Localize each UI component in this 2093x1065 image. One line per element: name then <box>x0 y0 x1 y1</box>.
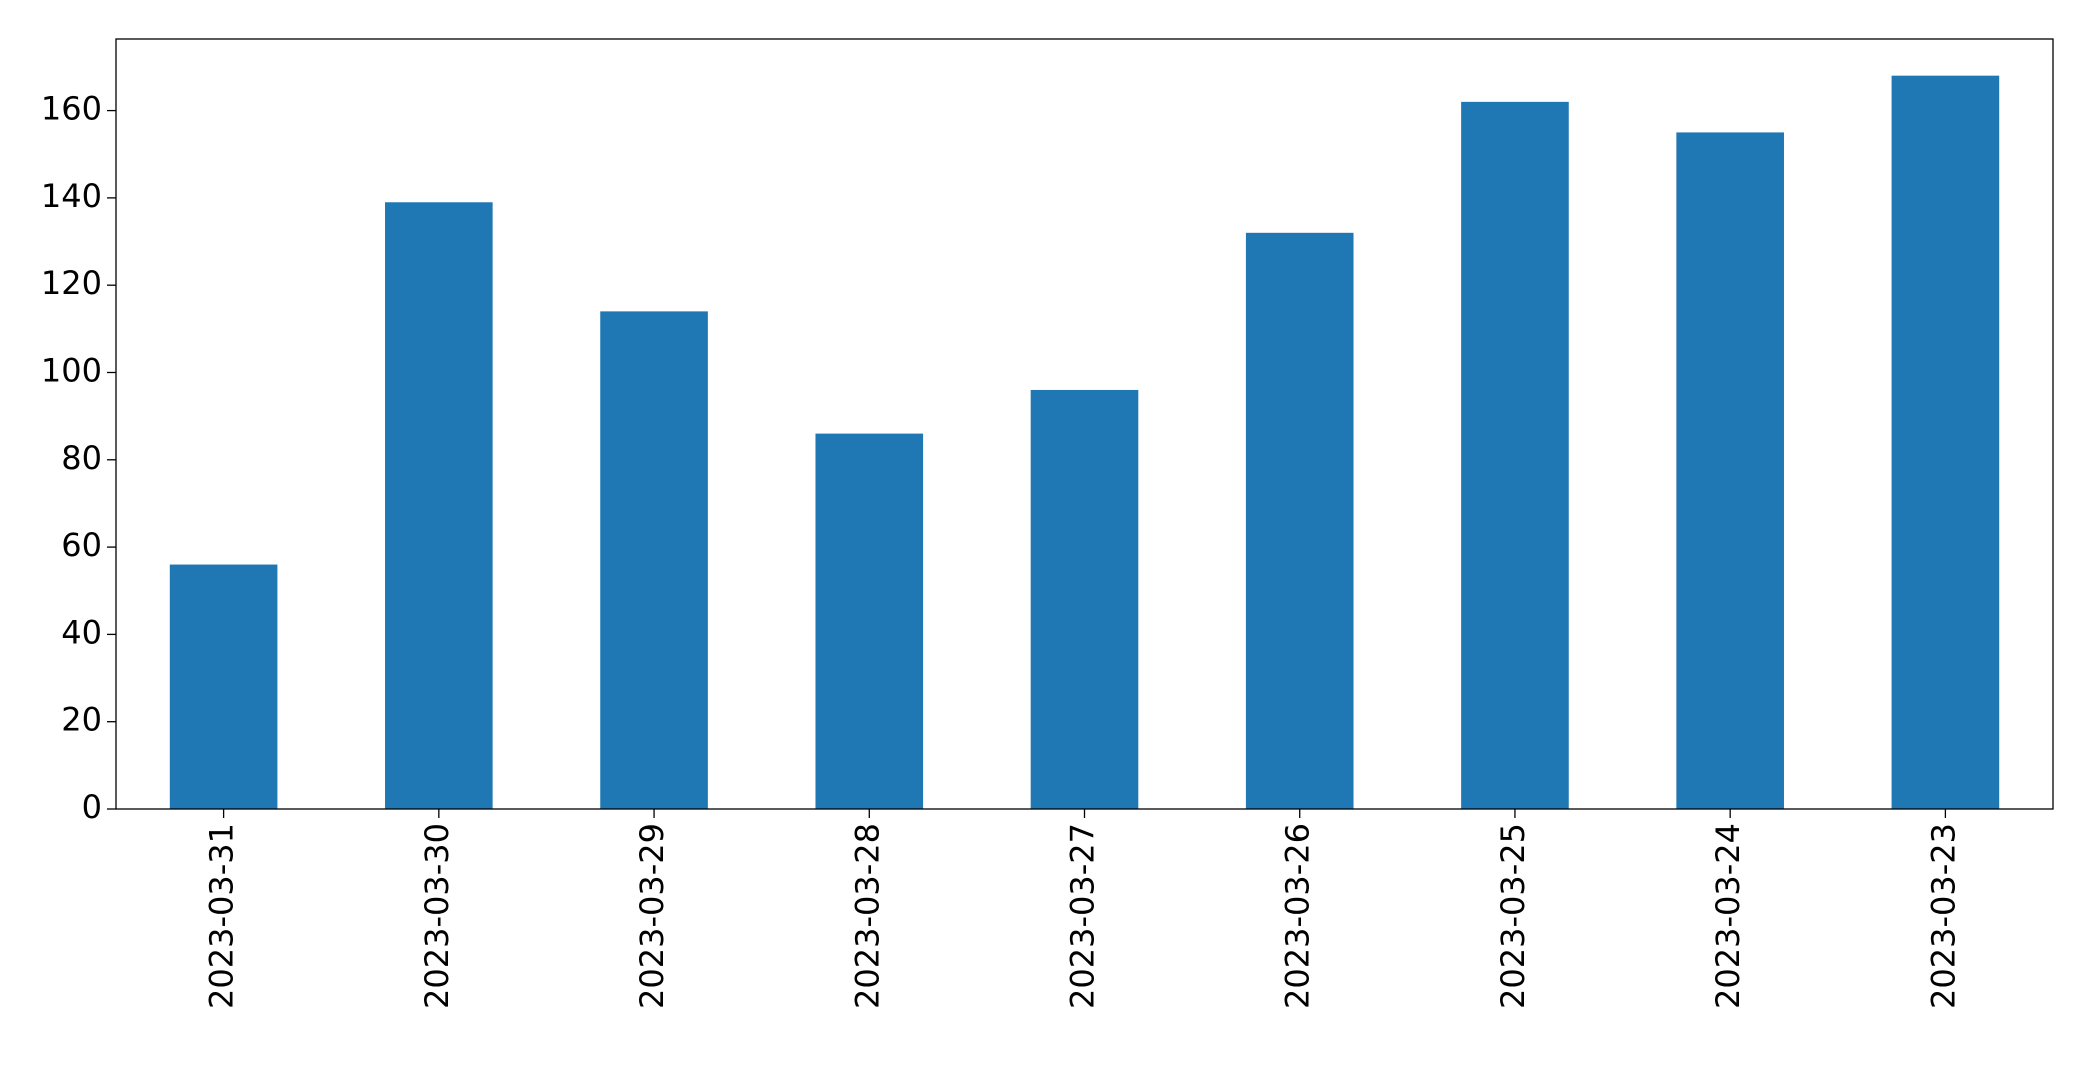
y-tick-label: 60 <box>61 526 102 564</box>
x-tick-label: 2023-03-30 <box>418 823 456 1009</box>
x-tick-label: 2023-03-24 <box>1709 823 1747 1009</box>
y-tick-label: 120 <box>41 264 102 302</box>
y-tick-label: 20 <box>61 701 102 739</box>
bar <box>1676 132 1784 809</box>
x-tick-label: 2023-03-26 <box>1279 823 1317 1009</box>
y-tick-label: 0 <box>82 788 102 826</box>
x-tick-label: 2023-03-31 <box>203 823 241 1009</box>
x-tick-label: 2023-03-23 <box>1924 823 1962 1009</box>
y-tick-label: 160 <box>41 90 102 128</box>
bar <box>385 202 493 809</box>
bar <box>1030 389 1139 809</box>
bar <box>169 564 278 809</box>
x-tick-label: 2023-03-28 <box>848 823 886 1009</box>
y-tick-label: 100 <box>41 351 102 389</box>
bar <box>1245 232 1354 810</box>
x-tick-label: 2023-03-29 <box>633 823 671 1009</box>
bar <box>1891 75 2000 809</box>
plot-frame <box>115 38 2054 810</box>
x-tick-label: 2023-03-27 <box>1064 823 1102 1009</box>
y-tick-label: 140 <box>41 177 102 215</box>
bar <box>600 311 708 809</box>
bar <box>815 433 924 809</box>
y-tick-label: 40 <box>61 613 102 651</box>
x-tick-label: 2023-03-25 <box>1494 823 1532 1009</box>
bar <box>1461 101 1569 810</box>
y-tick-label: 80 <box>61 439 102 477</box>
